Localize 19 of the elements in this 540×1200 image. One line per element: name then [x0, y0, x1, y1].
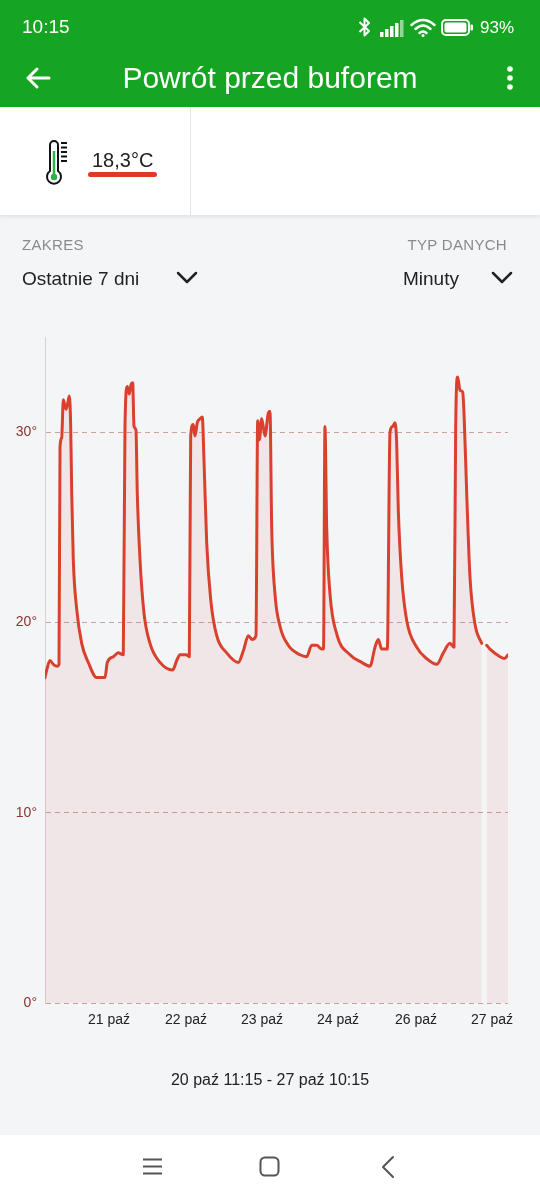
y-tick-label: 0° — [23, 993, 37, 1010]
x-tick-label: 21 paź — [87, 1011, 131, 1028]
y-tick-label: 30° — [15, 423, 37, 439]
text: TYP DANYCH — [407, 236, 507, 254]
text: 93% — [479, 17, 514, 38]
x-tick-label: 22 paź — [164, 1011, 207, 1028]
y-tick-label: 20° — [15, 613, 37, 630]
text: Ostatnie 7 dni — [22, 267, 140, 291]
text: Minuty — [403, 267, 459, 291]
text: 20 paź 11:15 - 27 paź 10:15 — [169, 1070, 371, 1090]
text: 18,3°C — [92, 148, 154, 172]
x-tick-label: 24 paź — [316, 1011, 360, 1028]
text: ZAKRES — [22, 236, 84, 254]
text: 10:15 — [22, 15, 70, 39]
x-tick-label: 23 paź — [240, 1011, 284, 1028]
y-tick-label: 10° — [15, 803, 37, 820]
chart-title: Powrót przed buforem — [121, 60, 419, 96]
x-tick-label: 26 paź — [394, 1011, 438, 1028]
x-tick-label: 27 paź — [470, 1011, 514, 1028]
